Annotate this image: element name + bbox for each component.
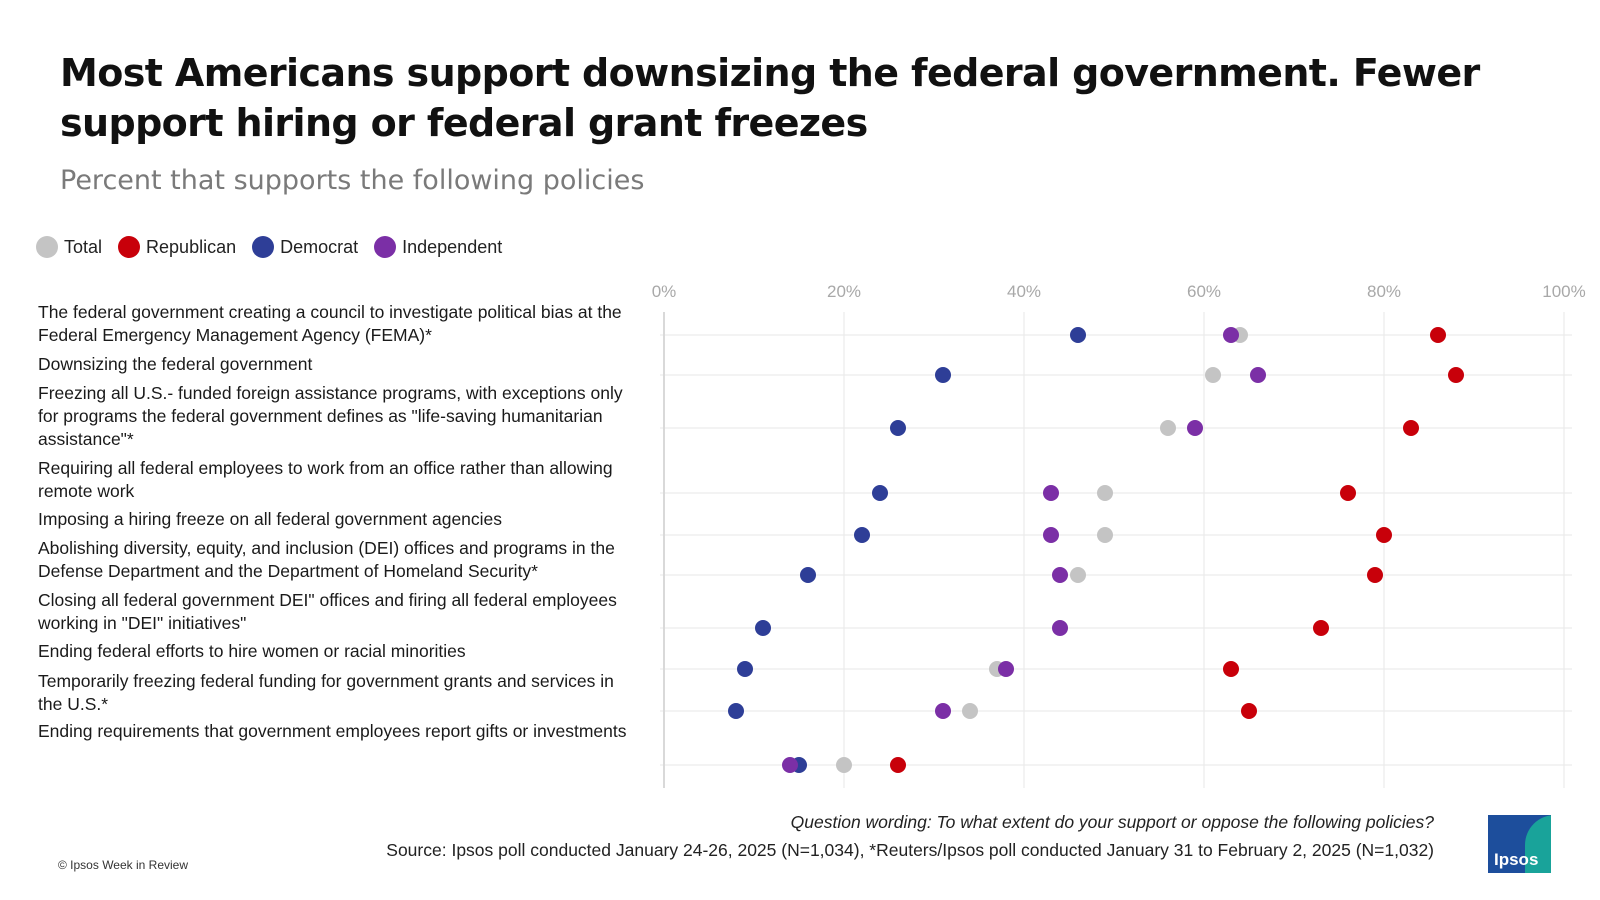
source-note: Source: Ipsos poll conducted January 24-… — [386, 840, 1434, 860]
category-label-dei-closing: Closing all federal government DEI" offi… — [38, 590, 617, 633]
legend-item-total: Total — [36, 236, 102, 258]
legend-item-republican: Republican — [118, 236, 236, 258]
dot-republican — [1403, 420, 1419, 436]
legend-label-independent: Independent — [402, 236, 503, 257]
x-tick-label: 40% — [1007, 282, 1041, 301]
category-label-grant-freeze: Temporarily freezing federal funding for… — [38, 671, 614, 714]
legend-item-independent: Independent — [374, 236, 502, 258]
chart-title: Most Americans support downsizing the fe… — [60, 51, 1480, 145]
dot-republican — [1448, 367, 1464, 383]
dot-total — [1097, 485, 1113, 501]
dot-total — [1160, 420, 1176, 436]
dot-total — [1097, 527, 1113, 543]
dot-independent — [1052, 567, 1068, 583]
dot-independent — [1223, 327, 1239, 343]
chart-subtitle: Percent that supports the following poli… — [60, 165, 645, 196]
category-label-office-work: Requiring all federal employees to work … — [38, 458, 613, 501]
dot-republican — [1223, 661, 1239, 677]
x-tick-label: 60% — [1187, 282, 1221, 301]
dot-independent — [1250, 367, 1266, 383]
category-label-hiring-freeze: Imposing a hiring freeze on all federal … — [38, 509, 503, 529]
legend-swatch-independent — [374, 236, 397, 258]
dot-independent — [1052, 620, 1068, 636]
dot-democrat — [890, 420, 906, 436]
legend-swatch-democrat — [252, 236, 275, 258]
dot-democrat — [935, 367, 951, 383]
category-label-gift-reporting: Ending requirements that government empl… — [38, 721, 627, 741]
category-label-dei-defense: Abolishing diversity, equity, and inclus… — [38, 538, 615, 581]
legend-item-democrat: Democrat — [252, 236, 358, 258]
dot-independent — [1187, 420, 1203, 436]
dot-republican — [1367, 567, 1383, 583]
dot-independent — [935, 703, 951, 719]
dot-democrat — [800, 567, 816, 583]
dot-independent — [998, 661, 1014, 677]
dot-independent — [782, 757, 798, 773]
dot-democrat — [728, 703, 744, 719]
x-tick-label: 100% — [1542, 282, 1585, 301]
category-label-foreign-assistance: Freezing all U.S.- funded foreign assist… — [38, 383, 623, 449]
dot-republican — [1376, 527, 1392, 543]
legend-label-republican: Republican — [146, 236, 237, 257]
dot-democrat — [872, 485, 888, 501]
logo-text: Ipsos — [1494, 850, 1539, 869]
legend-swatch-total — [36, 236, 58, 258]
x-tick-label: 20% — [827, 282, 861, 301]
legend-label-democrat: Democrat — [280, 236, 359, 257]
category-label-downsizing: Downsizing the federal government — [38, 354, 313, 374]
dot-democrat — [1070, 327, 1086, 343]
ipsos-logo: Ipsos — [1488, 815, 1551, 873]
dot-republican — [890, 757, 906, 773]
dot-republican — [1313, 620, 1329, 636]
category-label-hire-women: Ending federal efforts to hire women or … — [38, 641, 466, 661]
dot-independent — [1043, 485, 1059, 501]
dot-total — [1205, 367, 1221, 383]
copyright: © Ipsos Week in Review — [58, 858, 189, 872]
category-label-fema-council: The federal government creating a counci… — [38, 302, 622, 345]
dot-republican — [1241, 703, 1257, 719]
dot-democrat — [737, 661, 753, 677]
question-wording: Question wording: To what extent do your… — [790, 812, 1434, 832]
x-tick-label: 80% — [1367, 282, 1401, 301]
dot-total — [836, 757, 852, 773]
dot-republican — [1340, 485, 1356, 501]
x-tick-label: 0% — [652, 282, 677, 301]
dot-democrat — [854, 527, 870, 543]
dot-democrat — [755, 620, 771, 636]
legend-swatch-republican — [118, 236, 141, 258]
dot-independent — [1043, 527, 1059, 543]
dot-total — [962, 703, 978, 719]
dot-total — [1070, 567, 1086, 583]
legend-label-total: Total — [64, 236, 103, 257]
dot-republican — [1430, 327, 1446, 343]
legend: Total Republican Democrat Independent — [36, 236, 518, 258]
